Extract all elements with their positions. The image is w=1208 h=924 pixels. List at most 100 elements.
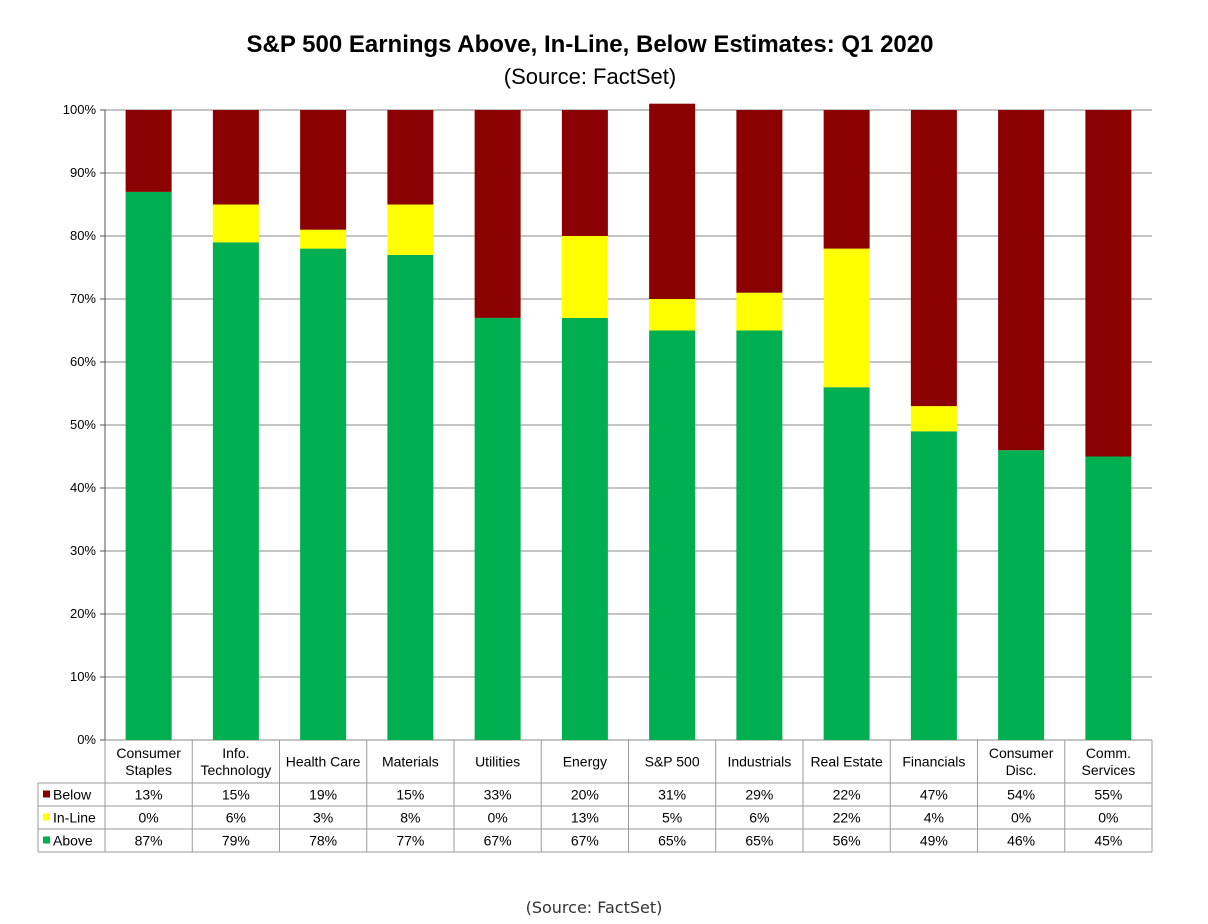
legend-swatch-below: [43, 790, 50, 798]
legend-swatch-in-line: [43, 813, 50, 821]
category-label: Energy: [563, 754, 607, 770]
data-label: 0%: [488, 810, 508, 826]
bar-in-line: [649, 299, 696, 331]
data-label: 67%: [571, 833, 599, 849]
bar-in-line: [387, 204, 434, 255]
data-label: 6%: [226, 810, 246, 826]
legend-label: Below: [53, 787, 92, 803]
data-label: 54%: [1007, 787, 1035, 803]
bar-in-line: [212, 204, 259, 243]
bar-in-line: [736, 292, 783, 331]
data-label: 13%: [135, 787, 163, 803]
y-tick-label: 100%: [63, 102, 97, 117]
category-label: Staples: [125, 762, 172, 778]
bar-above: [561, 317, 608, 740]
y-tick-label: 10%: [70, 669, 96, 684]
data-label: 20%: [571, 787, 599, 803]
bar-in-line: [823, 248, 870, 388]
data-label: 13%: [571, 810, 599, 826]
category-label: Disc.: [1006, 762, 1037, 778]
data-label: 0%: [139, 810, 159, 826]
category-label: Materials: [382, 754, 439, 770]
bar-below: [998, 110, 1045, 451]
category-label: Utilities: [475, 754, 520, 770]
bar-in-line: [561, 236, 608, 318]
gridlines: [105, 109, 1152, 741]
data-label: 0%: [1098, 810, 1118, 826]
y-tick-label: 40%: [70, 480, 96, 495]
data-label: 29%: [745, 787, 773, 803]
chart-subtitle: (Source: FactSet): [504, 64, 676, 89]
bar-above: [212, 242, 259, 741]
bar-above: [998, 450, 1045, 740]
data-label: 4%: [924, 810, 944, 826]
data-label: 47%: [920, 787, 948, 803]
bar-in-line: [910, 406, 957, 432]
category-label: Health Care: [286, 754, 361, 770]
bar-below: [125, 110, 172, 192]
data-label: 0%: [1011, 810, 1031, 826]
bar-in-line: [300, 229, 347, 249]
bar-below: [823, 110, 870, 249]
data-label: 65%: [658, 833, 686, 849]
y-axis: 0% 10% 20% 30% 40% 50% 60% 70% 80% 90% 100%: [63, 102, 106, 747]
y-tick-label: 70%: [70, 291, 96, 306]
bar-below: [212, 110, 259, 205]
category-label: Financials: [902, 754, 965, 770]
bar-above: [125, 191, 172, 740]
data-label: 65%: [745, 833, 773, 849]
bar-below: [300, 110, 347, 230]
data-label: 8%: [400, 810, 420, 826]
bar-above: [1085, 456, 1132, 740]
chart-title: S&P 500 Earnings Above, In-Line, Below E…: [247, 31, 934, 58]
y-tick-label: 90%: [70, 165, 96, 180]
category-label: Consumer: [116, 745, 181, 761]
data-label: 33%: [484, 787, 512, 803]
bar-above: [823, 387, 870, 740]
bar-below: [387, 110, 434, 205]
category-label: Consumer: [989, 745, 1054, 761]
legend-label: Above: [53, 833, 93, 849]
data-label: 6%: [749, 810, 769, 826]
data-label: 22%: [833, 787, 861, 803]
data-label: 77%: [396, 833, 424, 849]
bar-above: [736, 330, 783, 740]
bar-below: [910, 110, 957, 407]
data-label: 3%: [313, 810, 333, 826]
category-label: Real Estate: [810, 754, 883, 770]
bar-below: [649, 103, 696, 299]
category-label: S&P 500: [645, 754, 700, 770]
data-label: 22%: [833, 810, 861, 826]
bar-above: [910, 431, 957, 740]
category-label: Services: [1082, 762, 1136, 778]
data-label: 15%: [396, 787, 424, 803]
data-label: 55%: [1094, 787, 1122, 803]
category-label: Comm.: [1086, 745, 1131, 761]
y-tick-label: 20%: [70, 606, 96, 621]
bar-above: [387, 254, 434, 740]
source-caption: (Source: FactSet): [525, 898, 663, 917]
y-tick-label: 30%: [70, 543, 96, 558]
legend-label: In-Line: [53, 810, 96, 826]
category-label: Info.: [222, 745, 249, 761]
data-label: 15%: [222, 787, 250, 803]
category-label: Technology: [200, 762, 271, 778]
data-label: 19%: [309, 787, 337, 803]
bar-below: [736, 110, 783, 293]
bars: [125, 103, 1132, 741]
data-label: 79%: [222, 833, 250, 849]
data-label: 78%: [309, 833, 337, 849]
bar-below: [474, 110, 521, 318]
data-label: 31%: [658, 787, 686, 803]
data-label: 67%: [484, 833, 512, 849]
bar-above: [649, 330, 696, 740]
y-tick-label: 60%: [70, 354, 96, 369]
data-label: 45%: [1094, 833, 1122, 849]
data-label: 46%: [1007, 833, 1035, 849]
bar-above: [300, 248, 347, 740]
legend-swatch-above: [43, 836, 50, 844]
data-label: 49%: [920, 833, 948, 849]
data-label: 56%: [833, 833, 861, 849]
data-label: 87%: [135, 833, 163, 849]
y-tick-label: 0%: [77, 732, 96, 747]
